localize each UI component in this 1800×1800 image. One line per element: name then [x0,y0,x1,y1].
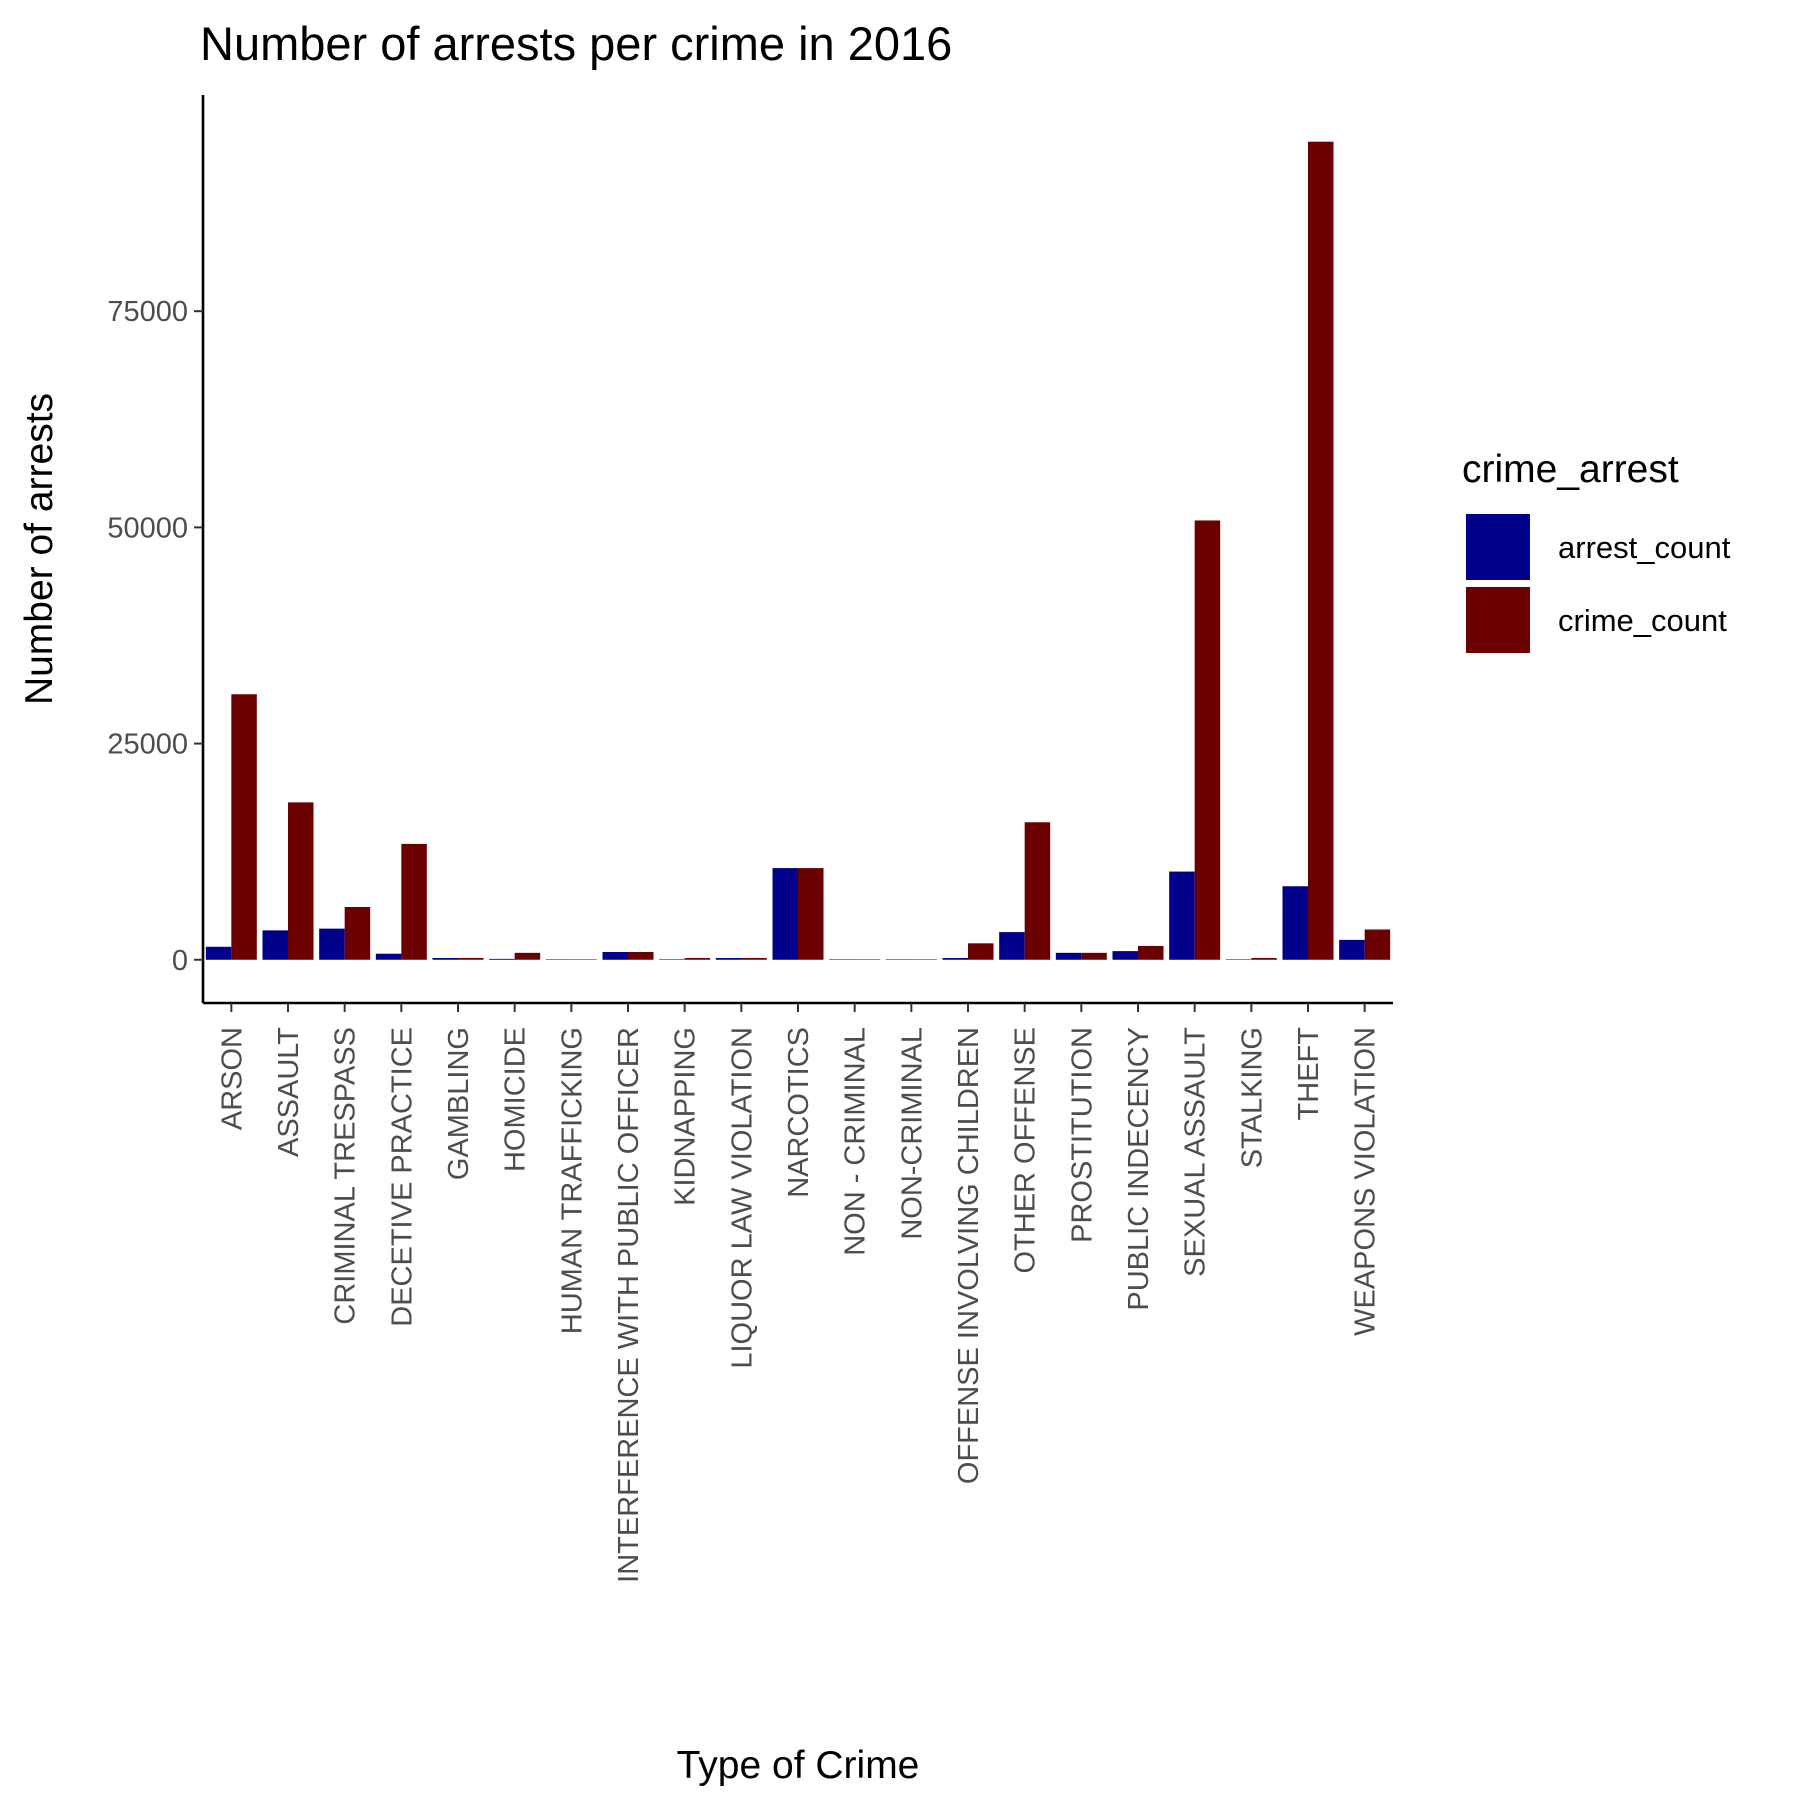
bar-arrest_count [715,958,742,960]
bar-crime_count [1081,952,1107,960]
x-axis-title: Type of Crime [677,1744,920,1787]
bar-arrest_count [772,868,798,960]
legend-label-crime_count: crime_count [1558,603,1727,638]
bar-arrest_count [999,932,1025,960]
x-tick-label: LIQUOR LAW VIOLATION [726,1027,758,1369]
bar-arrest_count [545,959,572,960]
plot-area [205,141,1391,960]
legend-key-arrest_count [1466,514,1530,580]
bar-crime_count [798,868,824,960]
x-tick-label: CRIMINAL TRESPASS [330,1027,362,1325]
bar-crime_count [458,958,484,960]
bar-crime_count [1364,929,1391,960]
y-axis: 0 25000 50000 75000 [107,95,205,1003]
x-tick-label: DECETIVE PRACTICE [386,1027,418,1327]
bar-crime_count [854,959,881,960]
bar-arrest_count [1112,951,1138,960]
bar-crime_count [1308,141,1334,960]
bar-arrest_count [205,946,232,960]
bar-crime_count [968,943,994,960]
bar-crime_count [514,952,541,960]
x-tick-label: STALKING [1236,1027,1268,1168]
bar-arrest_count [432,958,458,960]
y-tick-label: 25000 [107,729,188,761]
bar-crime_count [1138,945,1164,960]
bar-crime_count [401,843,427,960]
bar-arrest_count [885,959,912,960]
legend: crime_arrest arrest_count crime_count [1462,448,1731,653]
y-tick-label: 0 [172,945,188,977]
bar-arrest_count [262,930,288,960]
bar-arrest_count [659,959,685,960]
bar-crime_count [911,959,937,960]
x-tick-label: KIDNAPPING [670,1027,702,1206]
bar-crime_count [571,959,597,960]
x-tick-label: OFFENSE INVOLVING CHILDREN [953,1027,985,1484]
x-tick-label: OTHER OFFENSE [1010,1027,1042,1274]
x-tick-label: HUMAN TRAFFICKING [556,1027,588,1334]
legend-label-arrest_count: arrest_count [1558,530,1731,565]
x-tick-label: INTERFERENCE WITH PUBLIC OFFICER [613,1027,645,1583]
legend-title: crime_arrest [1462,448,1679,491]
x-tick-label: SEXUAL ASSAULT [1180,1027,1212,1277]
bar-arrest_count [1055,952,1082,960]
x-tick-label: ASSAULT [273,1027,305,1157]
bar-crime_count [344,907,371,960]
bar-arrest_count [319,928,345,960]
x-tick-label: PROSTITUTION [1066,1027,1098,1243]
bar-arrest_count [829,959,855,960]
bar-arrest_count [1169,871,1195,960]
x-tick-label: WEAPONS VIOLATION [1350,1027,1382,1336]
x-tick-label: NARCOTICS [783,1027,815,1198]
y-tick-label: 50000 [107,512,188,544]
x-tick-label: NON-CRIMINAL [896,1027,928,1240]
x-axis: ARSON ASSAULT CRIMINAL TRESPASS DECETIVE PR… [203,1001,1393,1583]
bar-crime_count [1024,822,1051,960]
x-tick-label: NON - CRIMINAL [840,1027,872,1256]
bar-arrest_count [1339,939,1365,960]
bar-arrest_count [942,958,968,960]
bar-crime_count [1251,958,1277,960]
bar-crime_count [741,958,767,960]
y-tick-label: 75000 [107,296,188,328]
bar-arrest_count [1282,886,1308,960]
x-tick-label: ARSON [216,1027,248,1130]
x-tick-label: GAMBLING [443,1027,475,1180]
y-axis-title: Number of arrests [18,393,61,705]
bar-arrest_count [375,953,402,960]
x-tick-label: PUBLIC INDECENCY [1123,1027,1155,1311]
chart-title: Number of arrests per crime in 2016 [200,17,952,70]
bar-crime_count [684,958,711,960]
bar-crime_count [1194,520,1221,960]
bar-arrest_count [489,958,515,960]
bar-crime_count [288,802,314,960]
bar-arrest_count [602,951,628,960]
x-tick-label: HOMICIDE [500,1027,532,1172]
legend-key-crime_count [1466,587,1530,653]
bar-crime_count [628,951,654,960]
bar-crime_count [231,694,257,960]
x-tick-label: THEFT [1293,1027,1325,1121]
bar-arrest_count [1225,959,1252,960]
